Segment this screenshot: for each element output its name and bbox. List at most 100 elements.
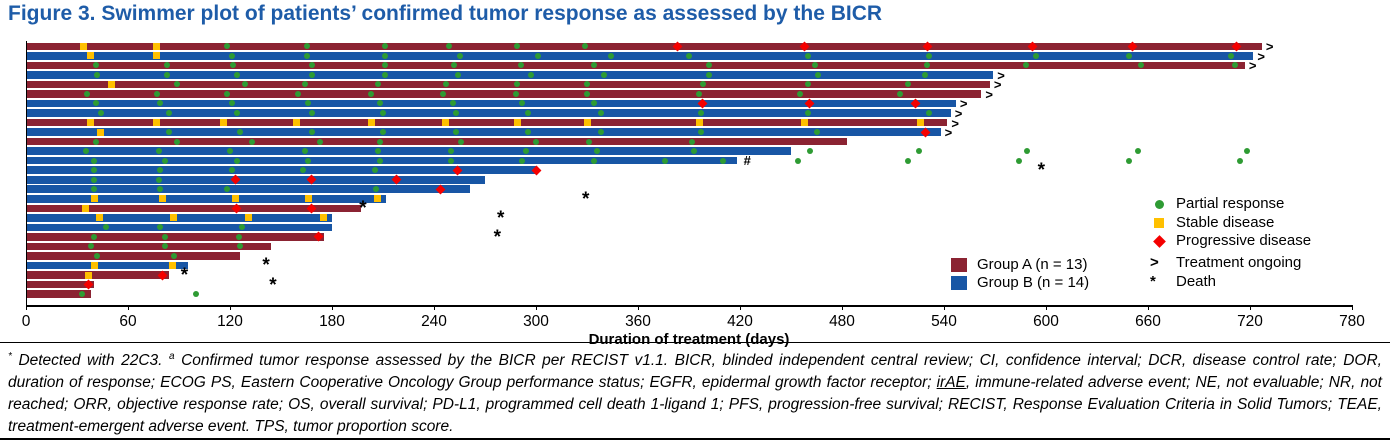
pr-marker-icon [164, 71, 171, 78]
death-marker-icon: * [582, 188, 590, 210]
pr-marker-icon [381, 62, 388, 69]
pr-marker-icon [238, 224, 245, 231]
pr-marker-icon [157, 186, 164, 193]
x-axis-tick-label: 300 [523, 313, 549, 330]
sd-marker-icon [80, 42, 88, 50]
swimmer-bar [26, 71, 994, 79]
x-axis-tick [1148, 305, 1149, 310]
pr-marker-icon [805, 52, 811, 59]
pr-marker-icon [815, 71, 822, 78]
pr-marker-icon [373, 186, 380, 193]
swimmer-bar [26, 204, 361, 213]
x-axis-tick-label: 60 [119, 313, 137, 330]
pr-marker-icon [368, 90, 375, 97]
swimmer-bar [26, 290, 91, 298]
x-axis-tick [842, 305, 843, 310]
hash-marker-icon: # [743, 152, 751, 168]
legend-label: Stable disease [1176, 214, 1275, 231]
pr-marker-icon [1015, 157, 1022, 164]
pr-marker-icon [691, 148, 698, 155]
pr-marker-icon [925, 52, 932, 59]
x-axis-tick-label: 480 [829, 313, 855, 330]
pr-marker-icon [308, 71, 315, 78]
sd-legend-icon [1150, 214, 1168, 232]
pr-marker-icon [456, 52, 463, 59]
swimmer-bar [26, 80, 990, 89]
x-axis-tick [944, 305, 945, 310]
pr-marker-icon [303, 52, 310, 59]
swimmer-bar [26, 194, 387, 203]
pr-marker-icon [1126, 157, 1133, 164]
sd-marker-icon [292, 119, 300, 127]
pr-marker-icon [381, 71, 388, 78]
swimmer-bar [26, 109, 951, 117]
pr-marker-icon [94, 252, 101, 259]
pr-marker-icon [686, 52, 692, 59]
pr-marker-icon [1134, 148, 1141, 155]
x-axis-label: Duration of treatment (days) [588, 331, 790, 348]
pr-marker-icon [308, 129, 315, 136]
treatment-ongoing-icon: > [944, 125, 953, 141]
pr-marker-icon [527, 71, 534, 78]
ongoing-legend-icon: > [1150, 254, 1159, 271]
sd-marker-icon [219, 119, 227, 127]
pr-marker-icon [380, 110, 386, 116]
pr-marker-icon [305, 100, 312, 107]
pr-marker-icon [380, 129, 386, 136]
pr-marker-icon [514, 43, 521, 50]
death-marker-icon: * [493, 226, 501, 248]
footnote-superscript: a [169, 351, 175, 362]
pr-legend-icon [1150, 195, 1168, 213]
pr-marker-icon [922, 71, 929, 78]
sd-marker-icon [245, 214, 253, 222]
pr-marker-icon [446, 43, 453, 50]
pr-marker-icon [102, 224, 109, 231]
pr-marker-icon [79, 291, 86, 298]
pr-marker-icon [317, 138, 324, 145]
pr-marker-icon [453, 110, 460, 116]
pr-marker-icon [308, 110, 315, 116]
treatment-ongoing-icon: > [993, 77, 1002, 93]
x-axis-tick-label: 120 [217, 313, 243, 330]
death-marker-icon: * [497, 207, 505, 229]
pr-marker-icon [82, 148, 89, 155]
footnote-underlined-term: irAE [936, 374, 966, 392]
pr-marker-icon [915, 148, 922, 155]
sd-marker-icon [95, 214, 103, 222]
pr-marker-icon [300, 167, 307, 174]
y-axis-line [26, 41, 27, 305]
pr-marker-icon [153, 90, 160, 97]
pr-marker-icon [381, 52, 388, 59]
pr-marker-icon [607, 52, 614, 59]
pr-marker-icon [193, 291, 199, 298]
pr-marker-icon [905, 157, 912, 164]
pr-marker-icon [696, 90, 703, 97]
footnote-text: Confirmed tumor response assessed by the… [8, 352, 1382, 392]
pr-marker-icon [374, 148, 381, 155]
swimmer-bar [26, 118, 948, 127]
pr-marker-icon [512, 90, 519, 97]
footnote-text: , immune-related adverse event; NE, not … [8, 374, 1382, 436]
x-axis-tick-label: 720 [1237, 313, 1263, 330]
pr-marker-icon [1022, 62, 1029, 69]
pr-marker-icon [157, 167, 164, 174]
sd-marker-icon [158, 195, 166, 203]
pr-marker-icon [1126, 52, 1133, 59]
pr-marker-icon [524, 110, 531, 116]
pr-marker-icon [582, 43, 589, 50]
swimmer-plot-area: > > > > > > > > > > # * * * * * * * * 0 60 120 180 240 300 360 42… [22, 40, 1365, 348]
pr-marker-icon [706, 71, 713, 78]
pr-marker-icon [91, 176, 97, 183]
x-axis-tick [26, 305, 27, 310]
swimmer-bar [26, 52, 1254, 60]
legend-label: Death [1176, 273, 1217, 290]
pr-marker-icon [162, 233, 169, 240]
pr-marker-icon [454, 71, 461, 78]
pr-marker-icon [164, 62, 171, 69]
pr-marker-icon [805, 81, 811, 88]
pr-marker-icon [162, 157, 169, 164]
pr-marker-icon [374, 81, 381, 88]
sd-marker-icon [87, 119, 95, 127]
treatment-ongoing-icon: > [1257, 48, 1265, 64]
